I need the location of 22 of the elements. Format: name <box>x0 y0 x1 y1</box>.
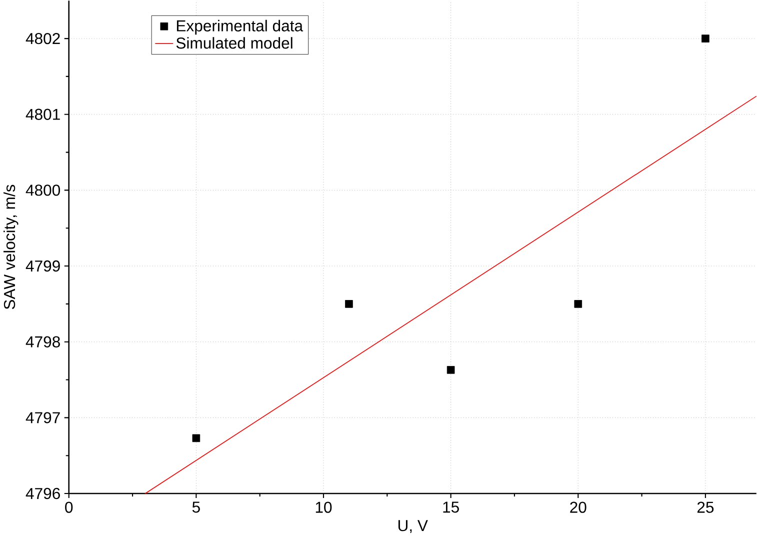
point <box>192 434 200 442</box>
x-tick-label: 10 <box>316 502 332 514</box>
y-tick-label: 4797 <box>26 412 60 424</box>
y-tick-label: 4802 <box>26 33 60 44</box>
y-tick-label: 4796 <box>26 488 60 500</box>
x-tick-label: 5 <box>192 502 200 513</box>
legend-label: Simulated model <box>176 37 292 49</box>
x-axis-title: U, V <box>398 520 428 534</box>
y-axis-title: SAW velocity, m/s <box>4 185 18 310</box>
point <box>574 300 582 308</box>
y-tick-label: 4800 <box>26 184 60 196</box>
x-tick-label: 0 <box>65 502 73 514</box>
x-tick-label: 20 <box>570 502 586 514</box>
point <box>345 300 353 308</box>
x-tick-label: 15 <box>443 502 459 513</box>
x-tick-label: 25 <box>697 502 714 514</box>
point <box>446 366 455 374</box>
legend-label: Experimental data <box>176 20 304 35</box>
y-tick-label: 4798 <box>26 336 60 348</box>
point <box>702 34 710 43</box>
y-tick-label: 4801 <box>26 108 60 120</box>
y-tick-label: 4799 <box>26 260 60 272</box>
